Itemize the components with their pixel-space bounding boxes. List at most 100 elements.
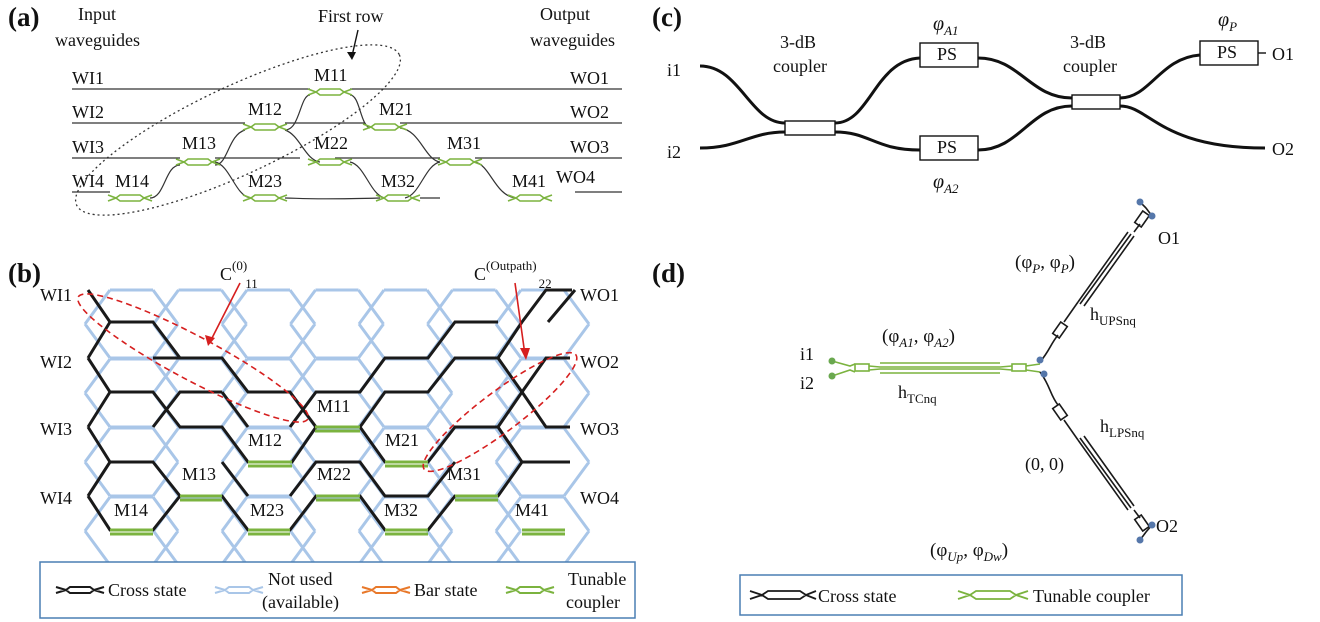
d-out1-port-b [1136,198,1144,206]
phi-p-pair-mid: , φ [1040,252,1061,273]
c-out2-label: O2 [1272,139,1294,159]
first-row-arrow [351,29,359,57]
c0-arrow [209,282,241,343]
d-in1-label: i1 [800,344,814,364]
phi-updw-sub1: Up [947,549,963,564]
phi-updw-mid: , φ [963,540,984,561]
input-label-line1: Input [78,4,116,24]
phi-updw-sub2: Dw [983,549,1002,564]
h-tc-label: hTCnq [898,382,937,406]
legend-d-cross: Cross state [818,586,897,606]
wo4-label-b: WO4 [580,488,619,508]
h-lps-label: hLPSnq [1100,416,1145,440]
h-tc-main: h [898,382,907,402]
wo2-label-a: WO2 [570,102,609,122]
phi-a-pair-sub1: A1 [898,335,913,350]
mzi-m32-a [375,194,421,202]
m31-label-a: M31 [447,133,481,153]
m11-label-a: M11 [314,65,347,85]
phi-a2-main: φ [933,171,944,193]
phi-updw-close: ) [1002,540,1008,561]
wo2-label-b: WO2 [580,352,619,372]
legend-d-tunable: Tunable coupler [1033,586,1150,606]
d-out1-label: O1 [1158,228,1180,248]
m21-label-b: M21 [385,430,419,450]
d-out1-port-a [1148,212,1156,220]
panel-b: (b) [8,258,636,619]
phi-a-pair-open: (φ [882,326,899,347]
first-row-arrowhead [347,52,356,60]
wo3-label-a: WO3 [570,137,609,157]
phi-a-pair-sub2: A2 [933,335,949,350]
phi-a-pair-label: (φA1, φA2) [882,326,955,350]
legend-tunable-icon [505,586,555,594]
m22-label-b: M22 [317,464,351,484]
wi3-label-b: WI3 [40,419,72,439]
legend-tunable: Tunable [568,569,626,589]
m11-label-b: M11 [317,396,350,416]
cout-sup: (Outpath) [486,258,537,273]
legend-cross-state-icon [55,586,105,594]
first-row-ellipse [74,44,402,216]
panel-c: (c) PS PS PS 3-dB coupler 3-dB coupler φ… [652,2,1294,196]
first-row-label: First row [318,6,384,26]
zero-label: (0, 0) [1025,454,1064,475]
phi-a1-sub: A1 [943,23,958,38]
m13-label-a: M13 [182,133,216,153]
legend-box-b [39,561,636,619]
m32-label-b: M32 [384,500,418,520]
cout-sub: 22 [539,276,552,291]
d-junction-port-1 [1036,356,1044,364]
output-label-line2: waveguides [530,30,615,50]
cout-arrowhead [520,348,530,360]
m21-label-a: M21 [379,99,413,119]
coupler-2-box [1071,94,1121,110]
d-out2-port-a [1148,521,1156,529]
coupler-2-line1: 3-dB [1070,32,1106,52]
c0-11-ellipse [76,293,310,423]
wi3-label-a: WI3 [72,137,104,157]
legend-d-cross-icon [749,590,817,600]
m32-label-a: M32 [381,171,415,191]
h-tc-sub: TCnq [907,391,937,406]
legend-box-d [739,574,1183,616]
wi4-label-b: WI4 [40,488,72,508]
cout-22-ellipse [422,351,578,473]
phi-p-pair-label: (φP, φP) [1015,252,1075,276]
ps-a1-box [919,42,979,68]
m41-label-b: M41 [515,500,549,520]
m12-label-b: M12 [248,430,282,450]
h-ups-main: h [1090,304,1099,324]
h-lps-main: h [1100,416,1109,436]
ps-p-label: PS [1217,42,1237,62]
output-label-line1: Output [540,4,590,24]
legend-bar-state: Bar state [414,580,477,600]
wo1-label-b: WO1 [580,285,619,305]
ps-a1-label: PS [937,44,957,64]
phi-p-pair-sub2: P [1060,261,1069,276]
phi-a-pair-mid: , φ [914,326,935,347]
mzi-m31-a [437,158,483,166]
phi-p-main: φ [1218,9,1229,31]
c0-arrowhead [205,335,215,346]
mzi-m21-a [362,123,408,131]
legend-not-used: Not used [268,569,333,589]
c0-sup: (0) [232,258,247,273]
ps-a2-box [919,135,979,161]
mzi-m41-a [507,194,553,202]
m23-label-b: M23 [250,500,284,520]
input-label-line2: waveguides [55,30,140,50]
h-ups-label: hUPSnq [1090,304,1136,328]
m31-label-b: M31 [447,464,481,484]
wi1-label-b: WI1 [40,285,72,305]
cout-main: C [474,264,486,284]
ps-devices [1039,201,1153,541]
phi-updw-label: (φUp, φDw) [930,540,1008,564]
c-in1-label: i1 [667,60,681,80]
panel-d-label: (d) [652,258,685,288]
phi-a1-main: φ [933,13,944,35]
h-lps-sub: LPSnq [1109,425,1145,440]
mzi-m13-a [175,158,221,166]
legend-not-used-icon [214,586,264,594]
m14-label-a: M14 [115,171,149,191]
